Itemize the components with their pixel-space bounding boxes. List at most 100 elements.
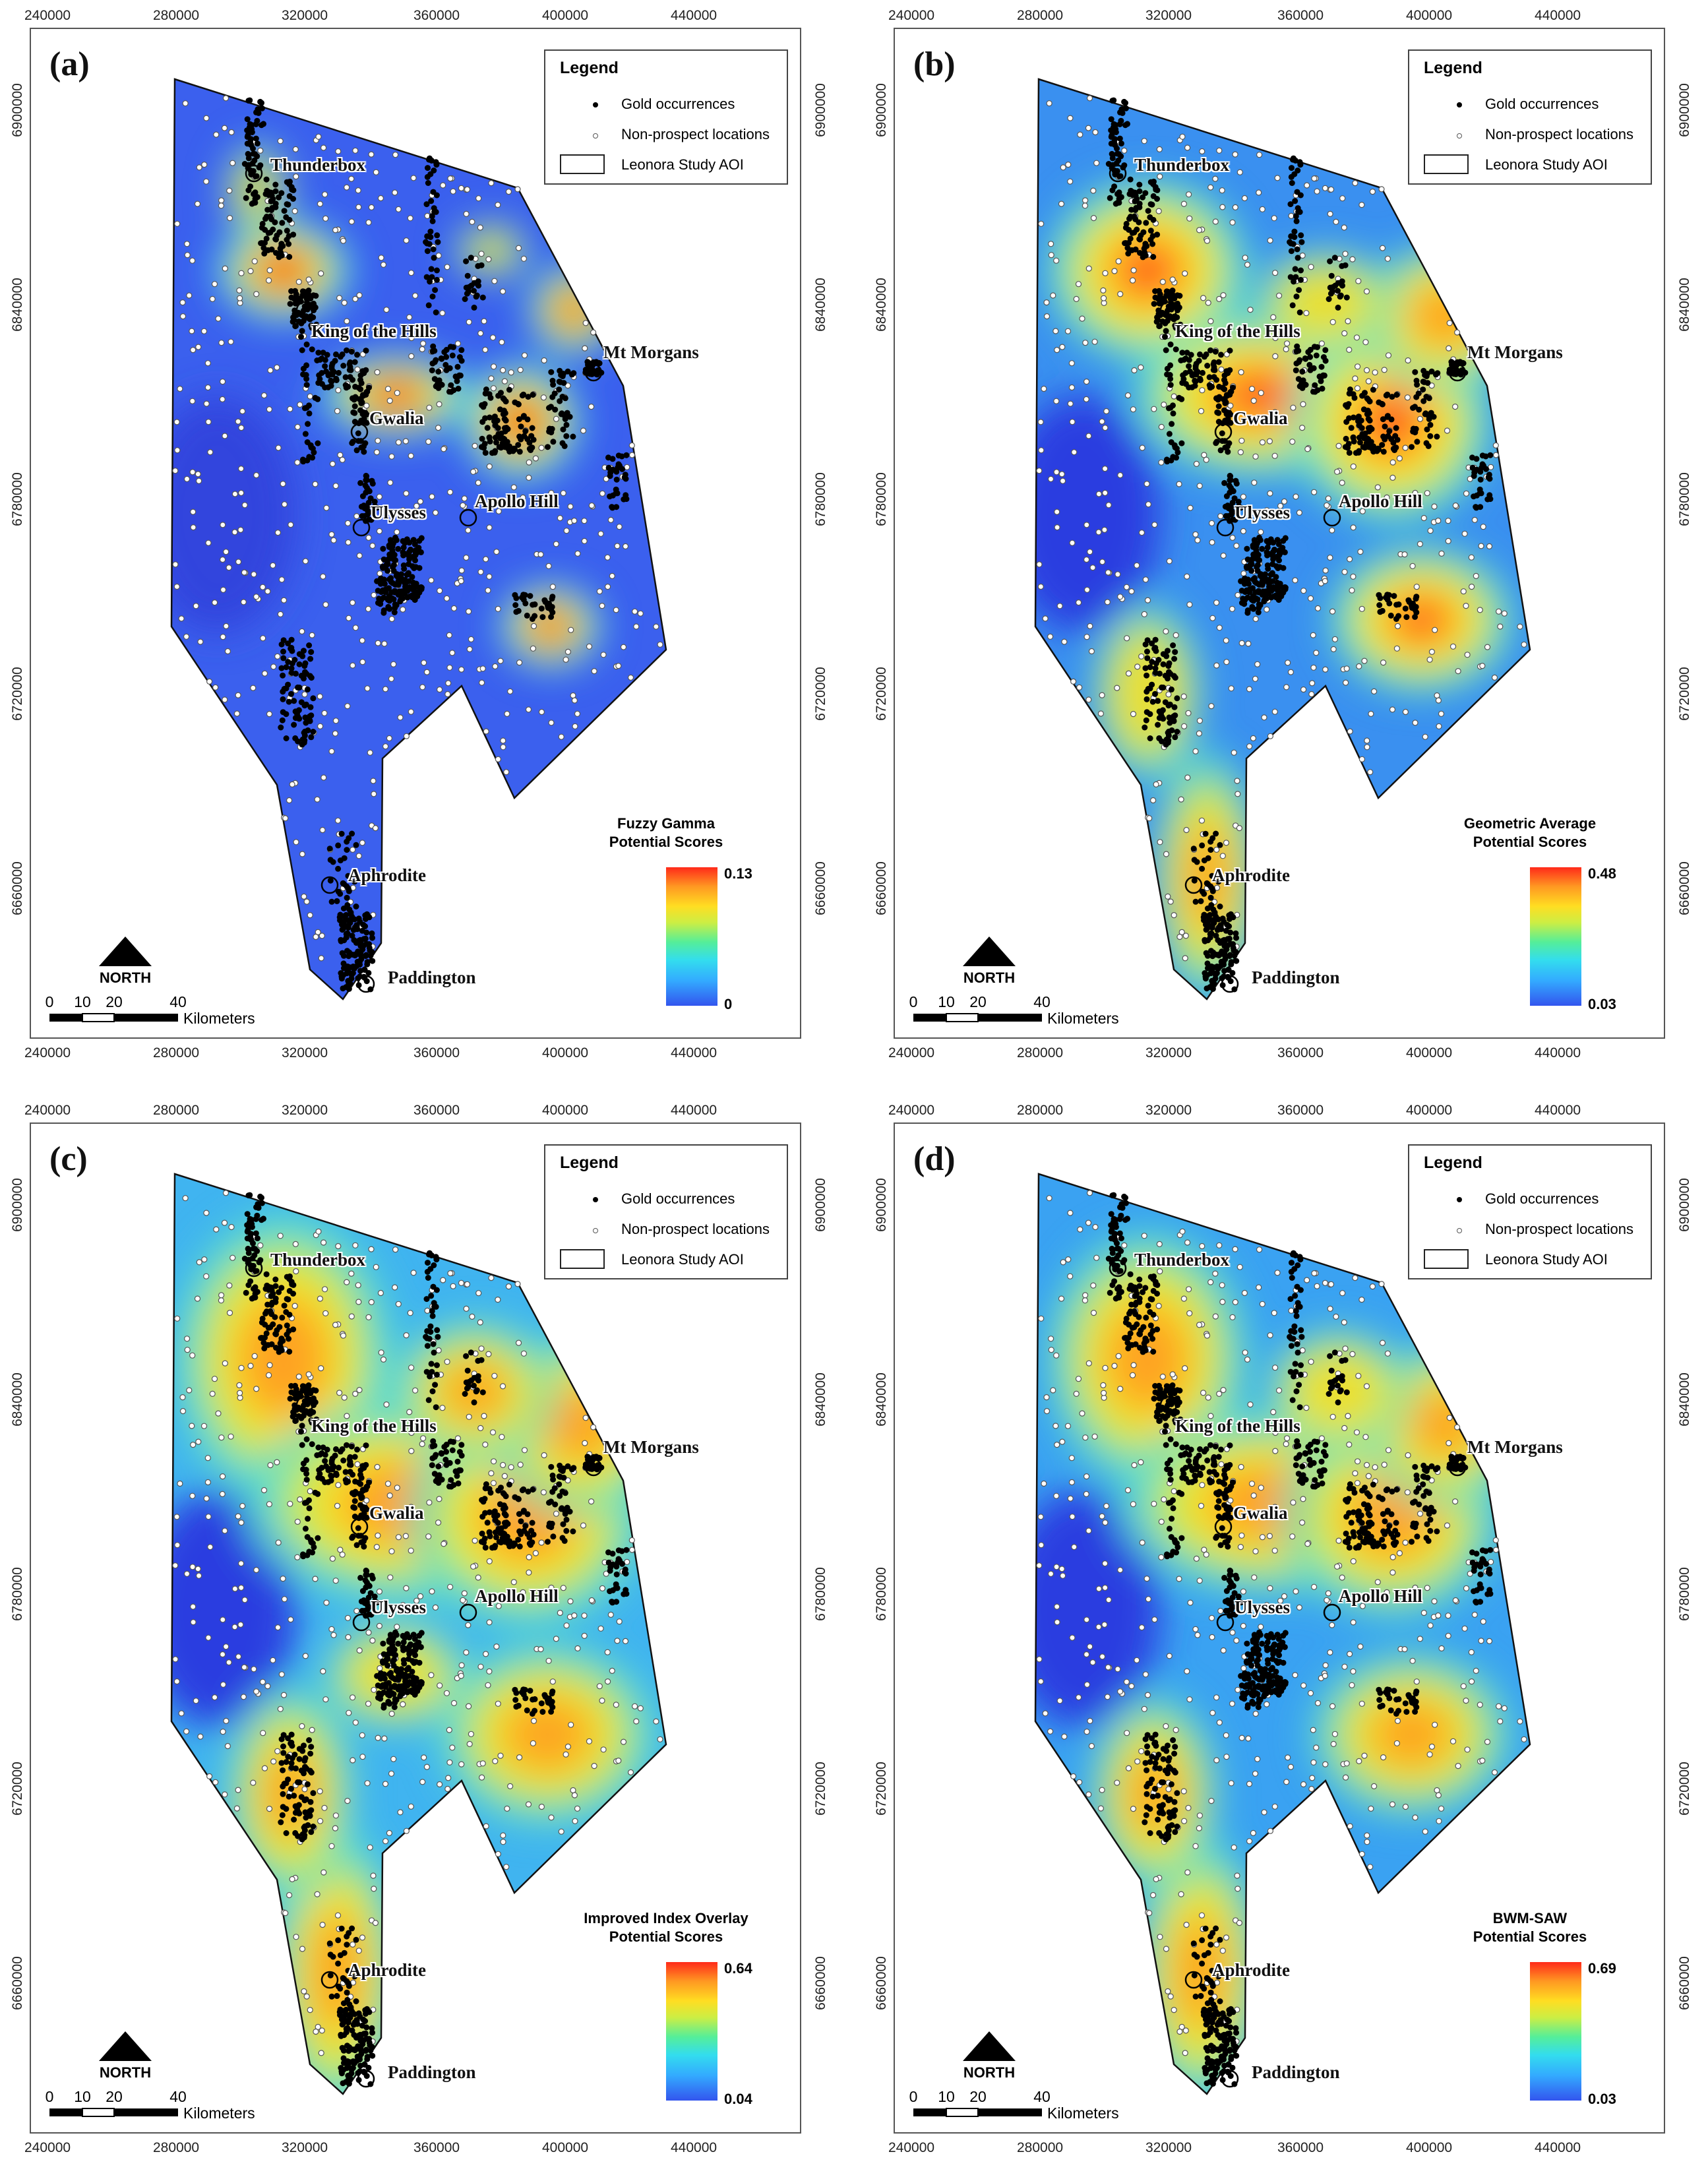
gold-occurrence-point <box>290 1326 296 1332</box>
non-prospect-point <box>366 1630 371 1635</box>
non-prospect-point <box>228 216 233 221</box>
gold-occurrence-point <box>1261 598 1267 604</box>
gold-occurrence-point <box>1294 218 1300 224</box>
gold-occurrence-point <box>1145 686 1151 692</box>
non-prospect-point <box>235 1787 241 1793</box>
non-prospect-point <box>1131 268 1136 273</box>
non-prospect-point <box>1219 367 1224 372</box>
non-prospect-point <box>1353 181 1358 186</box>
non-prospect-point <box>408 1310 413 1316</box>
non-prospect-point <box>394 530 400 535</box>
non-prospect-point <box>492 278 497 284</box>
non-prospect-point <box>1200 149 1205 154</box>
non-prospect-point <box>621 1739 626 1744</box>
gold-occurrence-point <box>253 1268 259 1274</box>
gold-occurrence-point <box>1176 293 1182 299</box>
gold-occurrence-point <box>1172 734 1178 740</box>
non-prospect-point <box>553 1636 559 1642</box>
non-prospect-point <box>377 494 382 499</box>
non-prospect-point <box>1446 518 1451 524</box>
non-prospect-point <box>539 710 544 715</box>
non-prospect-point <box>448 489 453 495</box>
non-prospect-point <box>572 1613 577 1618</box>
non-prospect-point <box>1209 520 1215 526</box>
non-prospect-point <box>359 1733 365 1738</box>
non-prospect-point <box>591 330 596 335</box>
non-prospect-point <box>1093 130 1098 135</box>
gold-occurrence-point <box>361 392 367 398</box>
gold-occurrence-point <box>310 1790 316 1796</box>
non-prospect-point <box>1521 642 1527 647</box>
non-prospect-point <box>332 731 338 736</box>
non-prospect-point <box>205 1480 210 1485</box>
gold-occurrence-point <box>358 2032 364 2038</box>
gold-occurrence-point <box>353 2046 359 2052</box>
non-prospect-point <box>572 1818 578 1824</box>
non-prospect-point <box>1078 132 1083 137</box>
gold-occurrence-point <box>1114 168 1120 174</box>
non-prospect-point <box>1049 476 1054 481</box>
gold-occurrence-point <box>1244 546 1250 552</box>
non-prospect-point <box>1054 348 1060 353</box>
gold-occurrence-point <box>1229 487 1235 493</box>
gold-occurrence-point <box>431 1341 437 1347</box>
non-prospect-point <box>452 1700 457 1706</box>
non-prospect-point <box>315 1891 320 1897</box>
gold-occurrence-point <box>260 221 266 227</box>
non-prospect-point <box>563 1752 568 1757</box>
gold-occurrence-point <box>1174 729 1180 735</box>
gold-occurrence-point <box>329 1460 335 1466</box>
gold-occurrence-point <box>480 1390 486 1396</box>
gold-occurrence-point <box>392 605 398 611</box>
non-prospect-point <box>591 1425 596 1430</box>
gold-occurrence-point <box>299 348 305 354</box>
non-prospect-point <box>175 448 180 453</box>
gold-occurrence-point <box>1403 614 1409 620</box>
non-prospect-point <box>386 1481 391 1487</box>
non-prospect-point <box>241 1665 247 1670</box>
gold-occurrence-point <box>264 188 270 194</box>
gold-occurrence-point <box>427 156 433 162</box>
non-prospect-point <box>501 1384 506 1389</box>
non-prospect-point <box>559 1829 564 1834</box>
gold-occurrence-point <box>302 1388 308 1394</box>
non-prospect-point <box>1366 379 1371 384</box>
non-prospect-point <box>1102 527 1107 532</box>
non-prospect-point <box>355 367 360 372</box>
non-prospect-point <box>479 1346 484 1351</box>
non-prospect-point <box>181 1409 186 1414</box>
non-prospect-point <box>1351 525 1356 530</box>
gold-occurrence-point <box>359 513 365 519</box>
non-prospect-point <box>445 692 450 697</box>
gold-occurrence-point <box>278 1344 284 1350</box>
gold-occurrence-point <box>346 886 351 892</box>
non-prospect-point <box>440 1405 445 1411</box>
gold-occurrence-point <box>410 554 416 560</box>
gold-occurrence-point <box>539 1709 545 1715</box>
non-prospect-point <box>1434 693 1440 698</box>
non-prospect-point <box>1445 428 1450 433</box>
non-prospect-point <box>1356 278 1361 284</box>
gold-occurrence-point <box>427 234 433 240</box>
gold-occurrence-point <box>1250 606 1256 612</box>
gold-occurrence-point <box>269 1341 275 1347</box>
gold-occurrence-point <box>515 401 521 407</box>
non-prospect-point <box>1310 681 1315 686</box>
non-prospect-point <box>1258 390 1264 396</box>
non-prospect-point <box>568 1599 573 1604</box>
gold-occurrence-point <box>353 1937 359 1943</box>
non-prospect-point <box>404 238 409 243</box>
non-prospect-point <box>1461 589 1466 594</box>
gold-occurrence-point <box>442 362 448 368</box>
easting-tick-label: 440000 <box>671 2140 717 2156</box>
easting-tick-label: 240000 <box>24 8 71 24</box>
gold-occurrence-point <box>550 439 556 445</box>
non-prospect-point <box>1184 828 1189 833</box>
non-prospect-point <box>1327 211 1333 216</box>
non-prospect-point <box>1233 152 1238 157</box>
gold-occurrence-point <box>1143 642 1149 648</box>
gold-occurrence-point <box>1226 967 1232 973</box>
non-prospect-point <box>404 1828 409 1833</box>
gold-occurrence-point <box>541 598 547 603</box>
non-prospect-point <box>175 221 180 226</box>
